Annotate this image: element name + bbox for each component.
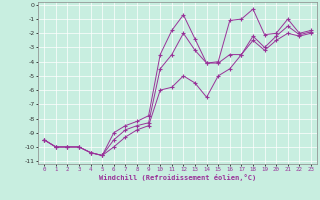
X-axis label: Windchill (Refroidissement éolien,°C): Windchill (Refroidissement éolien,°C) — [99, 174, 256, 181]
